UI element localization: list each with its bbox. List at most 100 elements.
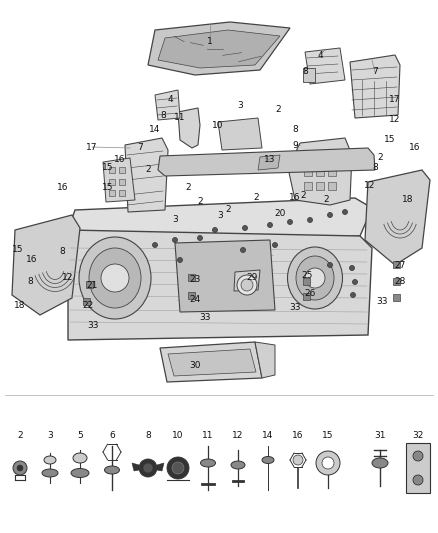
Text: 30: 30 [189, 360, 201, 369]
Ellipse shape [296, 256, 334, 300]
Circle shape [212, 228, 218, 232]
Text: 5: 5 [77, 431, 83, 440]
Text: 16: 16 [289, 193, 301, 203]
Circle shape [237, 275, 257, 295]
Text: 2: 2 [323, 196, 329, 205]
Text: 17: 17 [86, 142, 98, 151]
Text: 2: 2 [145, 166, 151, 174]
Text: 20: 20 [274, 208, 286, 217]
Text: 12: 12 [389, 116, 401, 125]
Polygon shape [255, 342, 275, 378]
Text: 8: 8 [302, 68, 308, 77]
Polygon shape [234, 270, 260, 291]
Text: 15: 15 [322, 431, 334, 440]
Circle shape [328, 213, 332, 217]
Circle shape [268, 222, 272, 228]
Polygon shape [158, 148, 375, 176]
Bar [393, 294, 400, 301]
Circle shape [240, 247, 246, 253]
Text: 26: 26 [304, 288, 316, 297]
Bar [316, 182, 324, 190]
Text: 7: 7 [372, 68, 378, 77]
Circle shape [316, 451, 340, 475]
Circle shape [167, 457, 189, 479]
Text: 3: 3 [47, 431, 53, 440]
Polygon shape [125, 138, 168, 212]
Polygon shape [288, 138, 352, 205]
Text: 8: 8 [292, 125, 298, 134]
Text: 27: 27 [394, 261, 406, 270]
Text: 16: 16 [57, 183, 69, 192]
Polygon shape [157, 463, 164, 471]
Ellipse shape [44, 456, 56, 464]
Circle shape [305, 268, 325, 288]
Ellipse shape [287, 247, 343, 309]
Circle shape [243, 225, 247, 230]
Circle shape [307, 217, 312, 222]
Circle shape [287, 220, 293, 224]
Text: 17: 17 [389, 95, 401, 104]
Ellipse shape [79, 237, 151, 319]
Text: 6: 6 [109, 431, 115, 440]
Bar [328, 182, 336, 190]
Ellipse shape [71, 469, 89, 478]
Circle shape [172, 462, 184, 474]
Polygon shape [68, 198, 372, 245]
Text: 31: 31 [374, 431, 386, 440]
Polygon shape [68, 230, 372, 340]
Circle shape [17, 465, 23, 471]
Bar [109, 190, 115, 196]
Bar [109, 179, 115, 185]
Bar [294, 270, 306, 280]
Text: 2: 2 [17, 431, 23, 440]
Circle shape [241, 279, 253, 291]
Ellipse shape [262, 456, 274, 464]
Bar [304, 154, 312, 162]
Text: 15: 15 [384, 135, 396, 144]
Text: 33: 33 [199, 313, 211, 322]
Ellipse shape [89, 248, 141, 308]
Text: 25: 25 [301, 271, 313, 279]
Text: 16: 16 [26, 255, 38, 264]
Text: 9: 9 [292, 141, 298, 149]
Text: 4: 4 [317, 51, 323, 60]
Text: 2: 2 [377, 154, 383, 163]
Circle shape [353, 279, 357, 285]
Text: 2: 2 [197, 198, 203, 206]
Text: 15: 15 [12, 246, 24, 254]
Text: 28: 28 [394, 278, 406, 287]
Text: 3: 3 [172, 215, 178, 224]
Polygon shape [305, 48, 345, 84]
Bar [119, 167, 125, 173]
Bar [86, 281, 93, 288]
Text: 4: 4 [167, 95, 173, 104]
Text: 29: 29 [246, 273, 258, 282]
Bar [328, 154, 336, 162]
Text: 21: 21 [86, 280, 98, 289]
Circle shape [350, 293, 356, 297]
Text: 18: 18 [402, 196, 414, 205]
Text: 23: 23 [189, 276, 201, 285]
Text: 7: 7 [137, 142, 143, 151]
Text: 8: 8 [160, 110, 166, 119]
Text: 16: 16 [292, 431, 304, 440]
Ellipse shape [42, 469, 58, 477]
Text: 2: 2 [275, 106, 281, 115]
Bar [83, 298, 90, 305]
Circle shape [413, 475, 423, 485]
Bar [304, 168, 312, 176]
Text: 2: 2 [185, 183, 191, 192]
Bar [393, 261, 400, 268]
Text: 10: 10 [212, 120, 224, 130]
Text: 22: 22 [82, 301, 94, 310]
Text: 33: 33 [376, 297, 388, 306]
Bar [316, 168, 324, 176]
Bar [119, 179, 125, 185]
Polygon shape [160, 342, 262, 382]
Text: 8: 8 [27, 278, 33, 287]
Text: 16: 16 [114, 156, 126, 165]
Text: 8: 8 [145, 431, 151, 440]
Circle shape [152, 243, 158, 247]
Text: 15: 15 [102, 183, 114, 192]
Polygon shape [148, 22, 290, 75]
